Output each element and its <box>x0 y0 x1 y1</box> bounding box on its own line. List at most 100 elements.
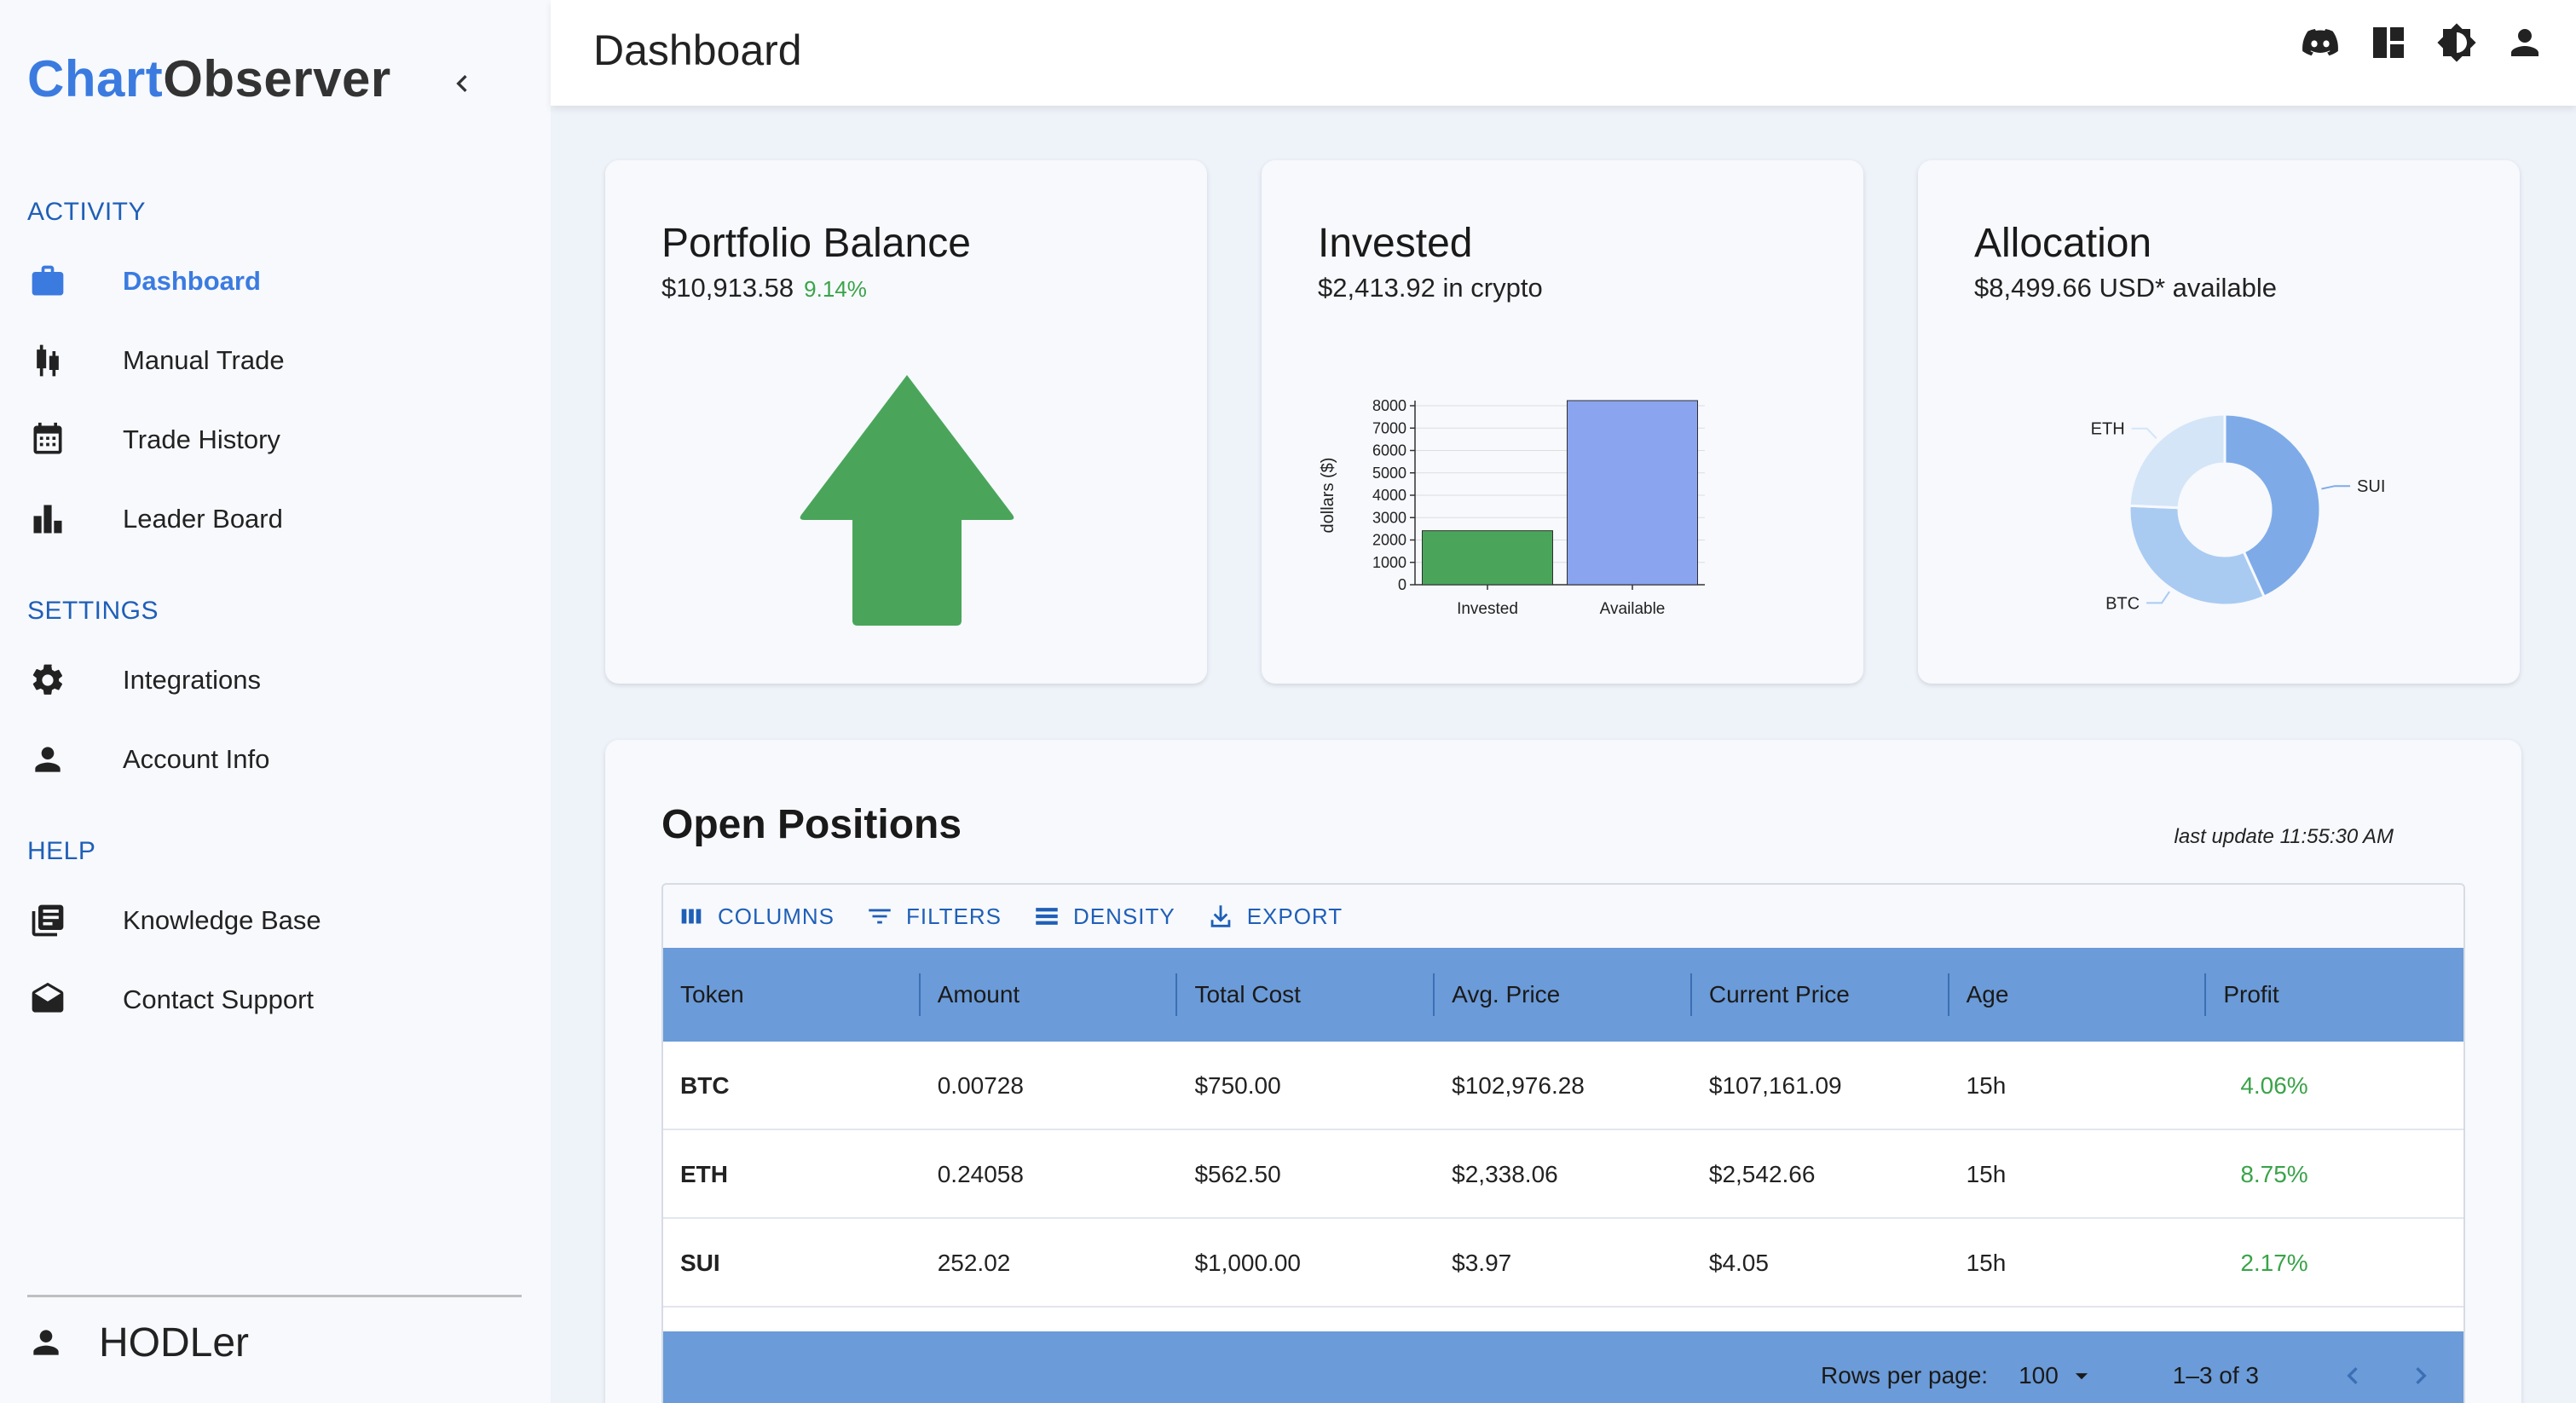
invested-card: Invested $2,413.92 in crypto 0 1000 2000 30… <box>1262 160 1863 684</box>
calendar-icon <box>33 422 62 454</box>
donut-slice <box>2128 504 2267 607</box>
filters-label: FILTERS <box>906 903 1002 929</box>
table-row[interactable]: BTC 0.00728 $750.00 $102,976.28 $107,161… <box>663 1042 2463 1130</box>
briefcase-icon <box>32 265 64 296</box>
card-subtitle: $8,499.66 USD* available <box>1974 273 2278 303</box>
brand-part2: Observer <box>163 50 391 107</box>
column-separator[interactable] <box>1947 973 1949 1016</box>
card-subtitle: $2,413.92 in crypto <box>1318 273 1543 303</box>
column-header-token[interactable]: Token <box>663 948 921 1042</box>
sidebar-item-integrations[interactable]: Integrations <box>0 646 551 714</box>
theme-icon[interactable] <box>2436 22 2477 63</box>
last-update: last update 11:55:30 AM <box>2174 825 2394 848</box>
sidebar-item-leader-board[interactable]: Leader Board <box>0 485 551 553</box>
cell-age: 15h <box>1966 1072 2007 1099</box>
cell-profit: 2.17% <box>2240 1250 2308 1276</box>
positions-grid: COLUMNS FILTERS DENSITY EXPORT Token Amo… <box>661 883 2465 1403</box>
y-tick-label: 5000 <box>1372 465 1406 482</box>
cell-amount: 0.24058 <box>937 1161 1024 1187</box>
column-header-amount[interactable]: Amount <box>921 948 1178 1042</box>
donut-slice <box>2223 413 2322 599</box>
discord-icon[interactable] <box>2300 22 2341 63</box>
cell-token: BTC <box>680 1072 730 1099</box>
bar <box>1567 400 1698 586</box>
bar-chart-icon <box>33 505 62 534</box>
mail-icon <box>32 982 64 1013</box>
table-row[interactable]: SUI 252.02 $1,000.00 $3.97 $4.05 15h 2.1… <box>663 1219 2463 1308</box>
arrow-up-icon <box>800 375 1014 626</box>
account-icon[interactable] <box>2504 22 2545 63</box>
gear-icon <box>32 664 63 695</box>
sidebar-item-label: Account Info <box>123 744 270 774</box>
y-tick-label: 8000 <box>1372 397 1406 414</box>
column-separator[interactable] <box>2204 973 2207 1016</box>
y-tick-label: 2000 <box>1372 532 1406 549</box>
slice-leader-line <box>2146 591 2170 604</box>
cell-current-price: $107,161.09 <box>1708 1072 1842 1099</box>
columns-icon <box>681 909 702 924</box>
balance-value: $10,913.58 <box>661 273 794 303</box>
table-row[interactable]: ETH 0.24058 $562.50 $2,338.06 $2,542.66 … <box>663 1130 2463 1219</box>
column-header-profit[interactable]: Profit <box>2206 948 2463 1042</box>
chevron-left-icon[interactable] <box>445 66 479 101</box>
chevron-right-icon[interactable] <box>2404 1359 2438 1393</box>
header-label: Total Cost <box>1194 981 1301 1008</box>
user-profile[interactable]: HODLer <box>27 1313 249 1372</box>
cell-amount: 0.00728 <box>937 1072 1024 1099</box>
x-tick-label: Available <box>1600 600 1666 618</box>
donut-slice <box>2128 413 2227 510</box>
y-tick-label: 6000 <box>1372 442 1406 459</box>
y-tick-label: 7000 <box>1372 419 1406 436</box>
layout-icon[interactable] <box>2368 22 2409 63</box>
x-tick-label: Invested <box>1457 600 1518 618</box>
column-separator[interactable] <box>1689 973 1692 1016</box>
sidebar-item-contact-support[interactable]: Contact Support <box>0 966 551 1034</box>
cell-total-cost: $1,000.00 <box>1194 1250 1302 1276</box>
sidebar-divider <box>27 1295 522 1297</box>
rows-per-page-select[interactable]: 100 <box>2019 1361 2096 1390</box>
grid-toolbar: COLUMNS FILTERS DENSITY EXPORT <box>663 885 2463 948</box>
sidebar-item-label: Contact Support <box>123 984 315 1014</box>
candlestick-icon <box>37 344 59 377</box>
filter-icon <box>869 909 891 924</box>
sidebar-item-manual-trade[interactable]: Manual Trade <box>0 326 551 395</box>
balance-value-line: $10,913.58 9.14% <box>661 273 867 303</box>
export-label: EXPORT <box>1246 903 1343 929</box>
section-settings: SETTINGS <box>27 597 159 625</box>
sidebar-item-dashboard[interactable]: Dashboard <box>0 247 551 315</box>
slice-leader-line <box>2131 427 2157 439</box>
brand-part1: Chart <box>27 50 164 107</box>
open-positions-card: Open Positions last update 11:55:30 AM C… <box>605 740 2521 1403</box>
sidebar-item-trade-history[interactable]: Trade History <box>0 406 551 474</box>
cell-total-cost: $562.50 <box>1194 1161 1281 1187</box>
column-separator[interactable] <box>1433 973 1435 1016</box>
column-separator[interactable] <box>918 973 921 1016</box>
username: HODLer <box>99 1319 250 1365</box>
y-tick-label: 3000 <box>1372 509 1406 526</box>
columns-button[interactable]: COLUMNS <box>677 902 835 931</box>
header-label: Age <box>1966 981 2009 1008</box>
header-label: Profit <box>2223 981 2279 1008</box>
column-header-total-cost[interactable]: Total Cost <box>1177 948 1435 1042</box>
rows-per-page-label: Rows per page: <box>1820 1362 1989 1389</box>
density-button[interactable]: DENSITY <box>1032 902 1175 931</box>
sidebar-item-account-info[interactable]: Account Info <box>0 725 551 794</box>
cell-token: ETH <box>680 1161 728 1187</box>
column-header-current-price[interactable]: Current Price <box>1692 948 1949 1042</box>
filters-button[interactable]: FILTERS <box>865 902 1002 931</box>
cell-age: 15h <box>1966 1161 2007 1187</box>
rows-per-page-value: 100 <box>2019 1362 2059 1389</box>
page-title: Dashboard <box>593 26 802 74</box>
column-header-avg-price[interactable]: Avg. Price <box>1435 948 1692 1042</box>
sidebar-item-knowledge-base[interactable]: Knowledge Base <box>0 886 551 955</box>
section-activity: ACTIVITY <box>27 198 147 226</box>
sidebar-item-label: Trade History <box>123 424 280 454</box>
cell-token: SUI <box>680 1250 720 1276</box>
person-icon <box>35 747 61 772</box>
brand-logo[interactable]: ChartObserver <box>27 49 391 108</box>
export-button[interactable]: EXPORT <box>1206 902 1343 931</box>
column-header-age[interactable]: Age <box>1949 948 2207 1042</box>
sidebar-item-label: Dashboard <box>123 266 261 296</box>
column-separator[interactable] <box>1175 973 1178 1016</box>
chevron-left-icon[interactable] <box>2336 1359 2370 1393</box>
